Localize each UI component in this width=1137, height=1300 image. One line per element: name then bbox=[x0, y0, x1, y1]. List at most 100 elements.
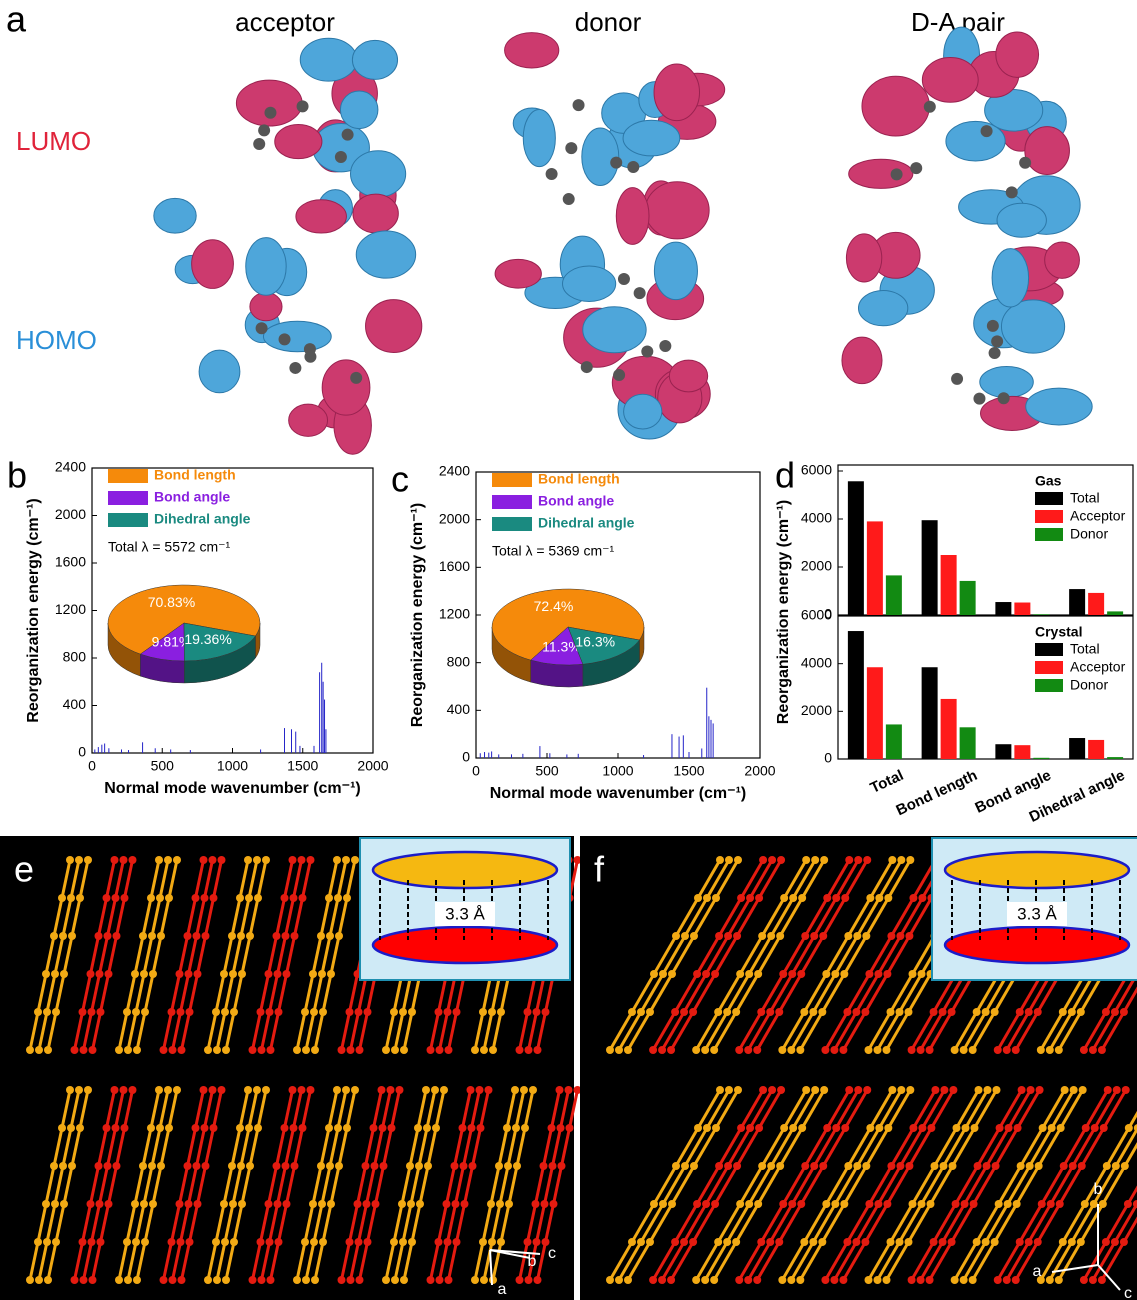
atom bbox=[888, 856, 896, 864]
atom bbox=[948, 1008, 956, 1016]
atom bbox=[378, 1086, 386, 1094]
atom bbox=[753, 1046, 761, 1054]
orbital-lobe bbox=[275, 124, 322, 158]
legend-swatch bbox=[108, 513, 148, 527]
atom bbox=[840, 1200, 848, 1208]
atom bbox=[160, 1046, 168, 1054]
atom bbox=[60, 970, 68, 978]
atom bbox=[1112, 1162, 1120, 1170]
atom bbox=[701, 1046, 709, 1054]
atom bbox=[798, 1124, 806, 1132]
atom bbox=[257, 1008, 265, 1016]
atom bbox=[66, 1086, 74, 1094]
legend-label: Dihedral angle bbox=[538, 515, 635, 531]
atom bbox=[222, 1046, 230, 1054]
atom bbox=[164, 856, 172, 864]
y-tick-label: 1600 bbox=[55, 554, 86, 570]
atom bbox=[969, 1046, 977, 1054]
orbital-lobe bbox=[322, 360, 370, 415]
atom bbox=[334, 1124, 342, 1132]
atom bbox=[129, 1086, 137, 1094]
orbital-lobe bbox=[352, 40, 397, 79]
atom bbox=[59, 1162, 67, 1170]
atom bbox=[334, 894, 342, 902]
atom bbox=[343, 894, 351, 902]
atom bbox=[140, 1200, 148, 1208]
panel-a: a acceptor donor D-A pair LUMO HOMO bbox=[6, 0, 1092, 454]
y-tick-label: 2000 bbox=[439, 510, 470, 526]
atom bbox=[797, 1200, 805, 1208]
atom bbox=[1055, 1276, 1063, 1284]
bar bbox=[1107, 757, 1123, 759]
atom bbox=[301, 1008, 309, 1016]
atom bbox=[930, 1008, 938, 1016]
atom bbox=[479, 1008, 487, 1016]
atom bbox=[690, 932, 698, 940]
atom bbox=[141, 1008, 149, 1016]
atom bbox=[520, 1086, 528, 1094]
atom bbox=[811, 1086, 819, 1094]
atom bbox=[866, 1124, 874, 1132]
atom bbox=[1056, 1200, 1064, 1208]
atom bbox=[371, 1162, 379, 1170]
atom bbox=[156, 1124, 164, 1132]
atom bbox=[424, 1162, 432, 1170]
y-tick-label: 2400 bbox=[439, 463, 470, 479]
atom bbox=[533, 1008, 541, 1016]
pie-value-label: 72.4% bbox=[534, 598, 574, 614]
y-tick-label: 0 bbox=[78, 744, 86, 760]
atom bbox=[712, 1124, 720, 1132]
bar bbox=[848, 481, 864, 615]
orbital-lobe bbox=[858, 291, 907, 326]
atom bbox=[714, 1008, 722, 1016]
atom bbox=[1017, 1162, 1025, 1170]
atom bbox=[1046, 1046, 1054, 1054]
atom bbox=[310, 1238, 318, 1246]
orbital-lobe bbox=[1001, 300, 1064, 353]
legend-swatch bbox=[492, 517, 532, 531]
atom bbox=[887, 1162, 895, 1170]
atom bbox=[671, 1238, 679, 1246]
orbital-lobe bbox=[616, 188, 649, 245]
atom bbox=[866, 894, 874, 902]
orbital-lobe bbox=[296, 200, 347, 233]
bar bbox=[886, 724, 902, 759]
atom bbox=[819, 1162, 827, 1170]
atom bbox=[917, 1276, 925, 1284]
atom bbox=[680, 1008, 688, 1016]
atom bbox=[659, 970, 667, 978]
atom bbox=[342, 856, 350, 864]
atom bbox=[736, 970, 744, 978]
atom bbox=[844, 1162, 852, 1170]
atom bbox=[637, 1008, 645, 1016]
atom bbox=[659, 1200, 667, 1208]
atom bbox=[342, 129, 354, 141]
atom bbox=[746, 894, 754, 902]
y-tick-label: 1200 bbox=[55, 601, 86, 617]
atom bbox=[1048, 1124, 1056, 1132]
y-tick-label: 4000 bbox=[801, 654, 832, 670]
atom bbox=[832, 894, 840, 902]
atom bbox=[265, 970, 273, 978]
atom bbox=[516, 1276, 524, 1284]
atom bbox=[333, 856, 341, 864]
atom bbox=[160, 1276, 168, 1284]
y-tick-label: 2000 bbox=[55, 506, 86, 522]
atom bbox=[391, 1276, 399, 1284]
atom bbox=[987, 320, 999, 332]
atom bbox=[778, 1046, 786, 1054]
atom bbox=[427, 1276, 435, 1284]
atom bbox=[525, 1046, 533, 1054]
atom bbox=[862, 1162, 870, 1170]
atom bbox=[230, 1238, 238, 1246]
atom bbox=[533, 1238, 541, 1246]
atom bbox=[407, 1200, 415, 1208]
orbital-lobe bbox=[505, 33, 559, 68]
atom bbox=[200, 856, 208, 864]
atom bbox=[343, 1124, 351, 1132]
atom bbox=[317, 1162, 325, 1170]
atom bbox=[766, 1238, 774, 1246]
y-tick-label: 1600 bbox=[439, 558, 470, 574]
atom bbox=[139, 932, 147, 940]
atom bbox=[821, 1276, 829, 1284]
